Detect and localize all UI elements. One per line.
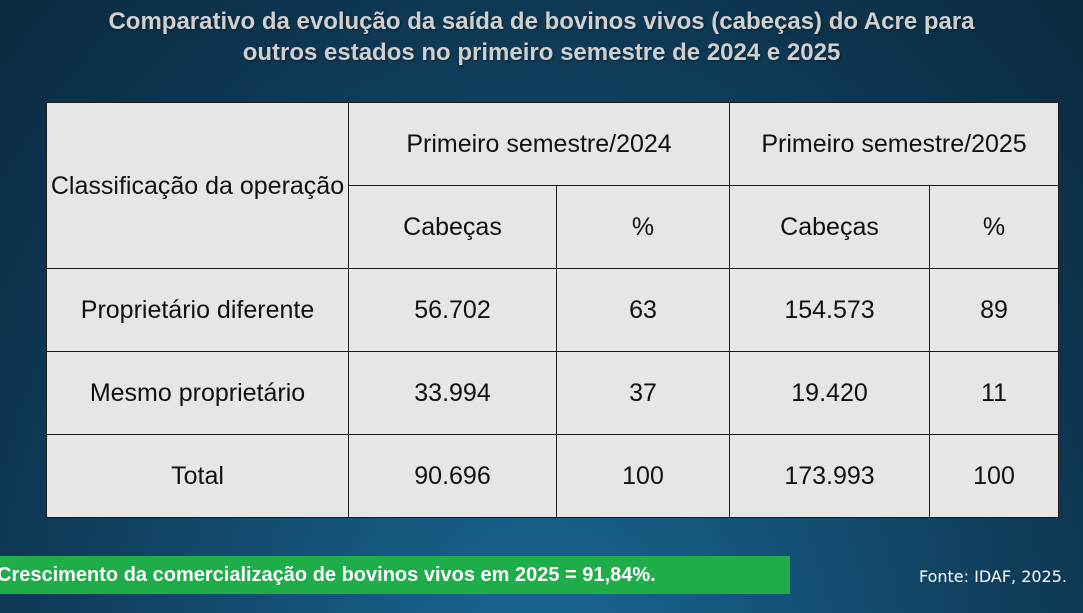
row-label-mesmo-proprietario: Mesmo proprietário (46, 351, 349, 435)
cell-cabecas-2025: 19.420 (729, 351, 931, 435)
table-row: Mesmo proprietário 33.994 37 19.420 11 (46, 351, 1060, 435)
chart-title-line-2: outros estados no primeiro semestre de 2… (242, 39, 841, 66)
chart-title: Comparativo da evolução da saída de bovi… (0, 6, 1083, 68)
cell-cabecas-2024: 33.994 (348, 351, 557, 435)
cell-percent-2024: 37 (555, 351, 731, 435)
period-header-2024: Primeiro semestre/2024 (347, 102, 731, 186)
cell-percent-2024: 63 (555, 268, 731, 352)
data-table: Classificação da operação Primeiro semes… (46, 102, 1060, 518)
cell-cabecas-2024: 90.696 (348, 434, 557, 518)
row-header-cell: Classificação da operação (46, 102, 349, 269)
subheader-cabecas-2024: Cabeças (348, 185, 557, 269)
subheader-cabecas-2025: Cabeças (729, 185, 931, 269)
table-row: Proprietário diferente 56.702 63 154.573… (46, 268, 1060, 352)
growth-banner: Crescimento da comercialização de bovino… (0, 556, 790, 594)
cell-percent-2025: 89 (929, 268, 1060, 352)
cell-percent-2025: 11 (929, 351, 1060, 435)
cell-cabecas-2025: 173.993 (729, 434, 931, 518)
period-header-2025: Primeiro semestre/2025 (729, 102, 1060, 186)
source-note: Fonte: IDAF, 2025. (918, 567, 1067, 586)
subheader-percent-2024: % (555, 185, 731, 269)
cell-percent-2025: 100 (929, 434, 1060, 518)
cell-cabecas-2025: 154.573 (729, 268, 931, 352)
cell-cabecas-2024: 56.702 (348, 268, 557, 352)
subheader-percent-2025: % (929, 185, 1060, 269)
cell-percent-2024: 100 (555, 434, 731, 518)
chart-title-line-1: Comparativo da evolução da saída de bovi… (108, 8, 975, 35)
table-subheader-row: Cabeças % Cabeças % (47, 185, 1060, 269)
row-label-total: Total (46, 434, 349, 518)
row-label-proprietario-diferente: Proprietário diferente (46, 268, 349, 352)
table-header-row: Classificação da operação Primeiro semes… (46, 102, 1060, 269)
table-row-total: Total 90.696 100 173.993 100 (46, 434, 1060, 518)
